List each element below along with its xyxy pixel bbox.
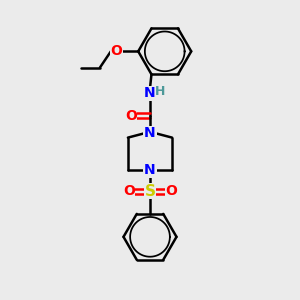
- Text: H: H: [155, 85, 166, 98]
- Text: S: S: [145, 184, 155, 199]
- Text: O: O: [165, 184, 177, 198]
- Text: O: O: [110, 44, 122, 58]
- Text: N: N: [144, 163, 156, 177]
- Text: N: N: [144, 86, 156, 100]
- Text: O: O: [125, 109, 137, 122]
- Text: O: O: [123, 184, 135, 198]
- Text: N: N: [144, 126, 156, 140]
